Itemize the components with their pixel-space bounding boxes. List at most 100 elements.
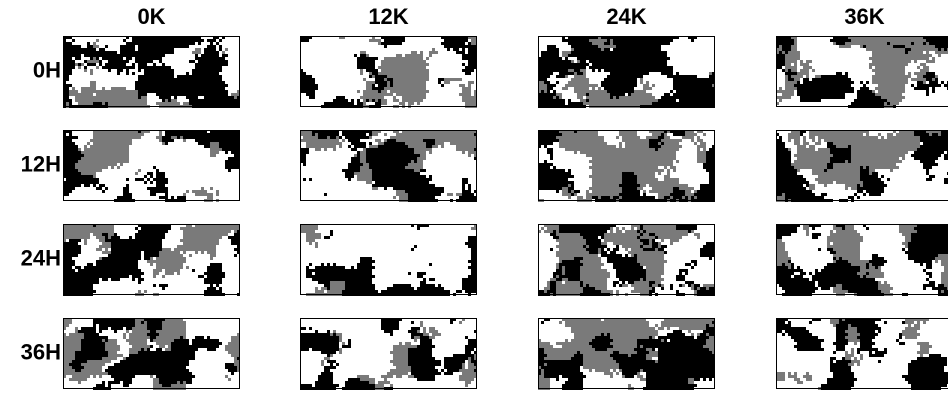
texture-cell (123, 336, 126, 339)
texture-cell (210, 254, 216, 257)
texture-cell (866, 263, 869, 266)
texture-cell (468, 60, 477, 63)
texture-cell (135, 81, 225, 84)
texture-cell (779, 99, 782, 102)
texture-cell (378, 99, 381, 102)
texture-cell (84, 54, 165, 57)
texture-cell (812, 69, 815, 72)
texture-cell (836, 324, 848, 327)
texture-cell (102, 339, 105, 342)
texture-cell (920, 139, 948, 142)
texture-cell (81, 339, 102, 342)
texture-cell (210, 263, 222, 266)
texture-cell (234, 254, 237, 257)
texture-cell (791, 266, 794, 269)
texture-cell (658, 142, 661, 145)
texture-cell (607, 257, 637, 260)
texture-cell (553, 236, 559, 239)
texture-cell (649, 184, 688, 187)
texture-cell (105, 345, 120, 348)
texture-cell (944, 154, 948, 157)
texture-cell (372, 75, 375, 78)
texture-cell (911, 384, 947, 387)
texture-cell (694, 287, 697, 290)
texture-cell (616, 45, 661, 48)
texture-cell (818, 139, 821, 142)
texture-cell (619, 278, 640, 281)
texture-cell (369, 142, 372, 145)
texture-cell (857, 184, 860, 187)
texture-cell (348, 145, 351, 148)
texture-cell (592, 196, 598, 199)
texture-cell (72, 39, 75, 42)
texture-cell (559, 266, 562, 269)
texture-cell (866, 166, 869, 169)
texture-cell (944, 266, 948, 269)
texture-cell (640, 263, 664, 266)
texture-cell (93, 184, 96, 187)
texture-cell (462, 184, 465, 187)
texture-cell (378, 66, 426, 69)
texture-cell (568, 102, 583, 105)
texture-cell (63, 357, 75, 360)
texture-cell (776, 157, 791, 160)
texture-cell (779, 45, 782, 48)
texture-cell (887, 99, 902, 102)
texture-cell (559, 321, 562, 324)
texture-cell (300, 81, 315, 84)
texture-cell (81, 348, 105, 351)
texture-cell (135, 84, 228, 87)
column-label: 24K (606, 4, 646, 29)
texture-cell (700, 254, 715, 257)
texture-cell (225, 375, 228, 378)
texture-cell (697, 290, 715, 293)
texture-cell (938, 133, 941, 136)
texture-cell (183, 242, 219, 245)
texture-cell (63, 281, 99, 284)
texture-cell (908, 254, 938, 257)
texture-cell (559, 248, 586, 251)
texture-cell (69, 102, 72, 105)
texture-cell (845, 160, 848, 163)
texture-cell (402, 99, 423, 102)
texture-cell (905, 245, 908, 248)
texture-cell (378, 90, 381, 93)
texture-cell (315, 266, 345, 269)
texture-cell (63, 157, 81, 160)
texture-cell (108, 254, 141, 257)
texture-cell (857, 330, 875, 333)
texture-cell (87, 63, 96, 66)
texture-cell (351, 266, 354, 269)
texture-cell (574, 87, 589, 90)
texture-cell (468, 81, 474, 84)
texture-cell (384, 78, 387, 81)
texture-cell (706, 242, 715, 245)
texture-cell (216, 190, 219, 193)
texture-cell (637, 227, 640, 230)
texture-cell (381, 90, 387, 93)
texture-cell (312, 133, 315, 136)
texture-cell (830, 357, 836, 360)
texture-cell (186, 381, 192, 384)
texture-cell (114, 363, 189, 366)
texture-cell (794, 166, 827, 169)
texture-cell (120, 163, 123, 166)
snapshot-panel (300, 36, 477, 108)
texture-cell (631, 248, 643, 251)
texture-cell (306, 142, 342, 145)
texture-cell (562, 384, 583, 387)
texture-cell (81, 172, 96, 175)
texture-cell (309, 263, 312, 266)
texture-cell (571, 78, 589, 81)
texture-cell (538, 72, 553, 75)
texture-cell (568, 278, 580, 281)
texture-cell (345, 284, 375, 287)
texture-cell (827, 381, 854, 384)
texture-cell (926, 178, 932, 181)
texture-cell (375, 139, 381, 142)
texture-cell (360, 154, 366, 157)
texture-cell (836, 251, 860, 254)
texture-cell (655, 148, 658, 151)
texture-cell (676, 160, 679, 163)
texture-cell (90, 57, 93, 60)
